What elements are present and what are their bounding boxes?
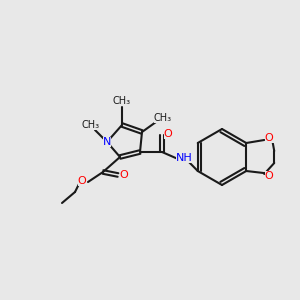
Text: O: O <box>78 176 86 186</box>
Text: CH₃: CH₃ <box>154 113 172 123</box>
Text: O: O <box>265 133 274 143</box>
Text: O: O <box>265 171 274 181</box>
Text: N: N <box>103 137 111 147</box>
Text: CH₃: CH₃ <box>82 120 100 130</box>
Text: CH₃: CH₃ <box>113 96 131 106</box>
Text: O: O <box>120 170 128 180</box>
Text: NH: NH <box>176 153 192 163</box>
Text: O: O <box>164 129 172 139</box>
